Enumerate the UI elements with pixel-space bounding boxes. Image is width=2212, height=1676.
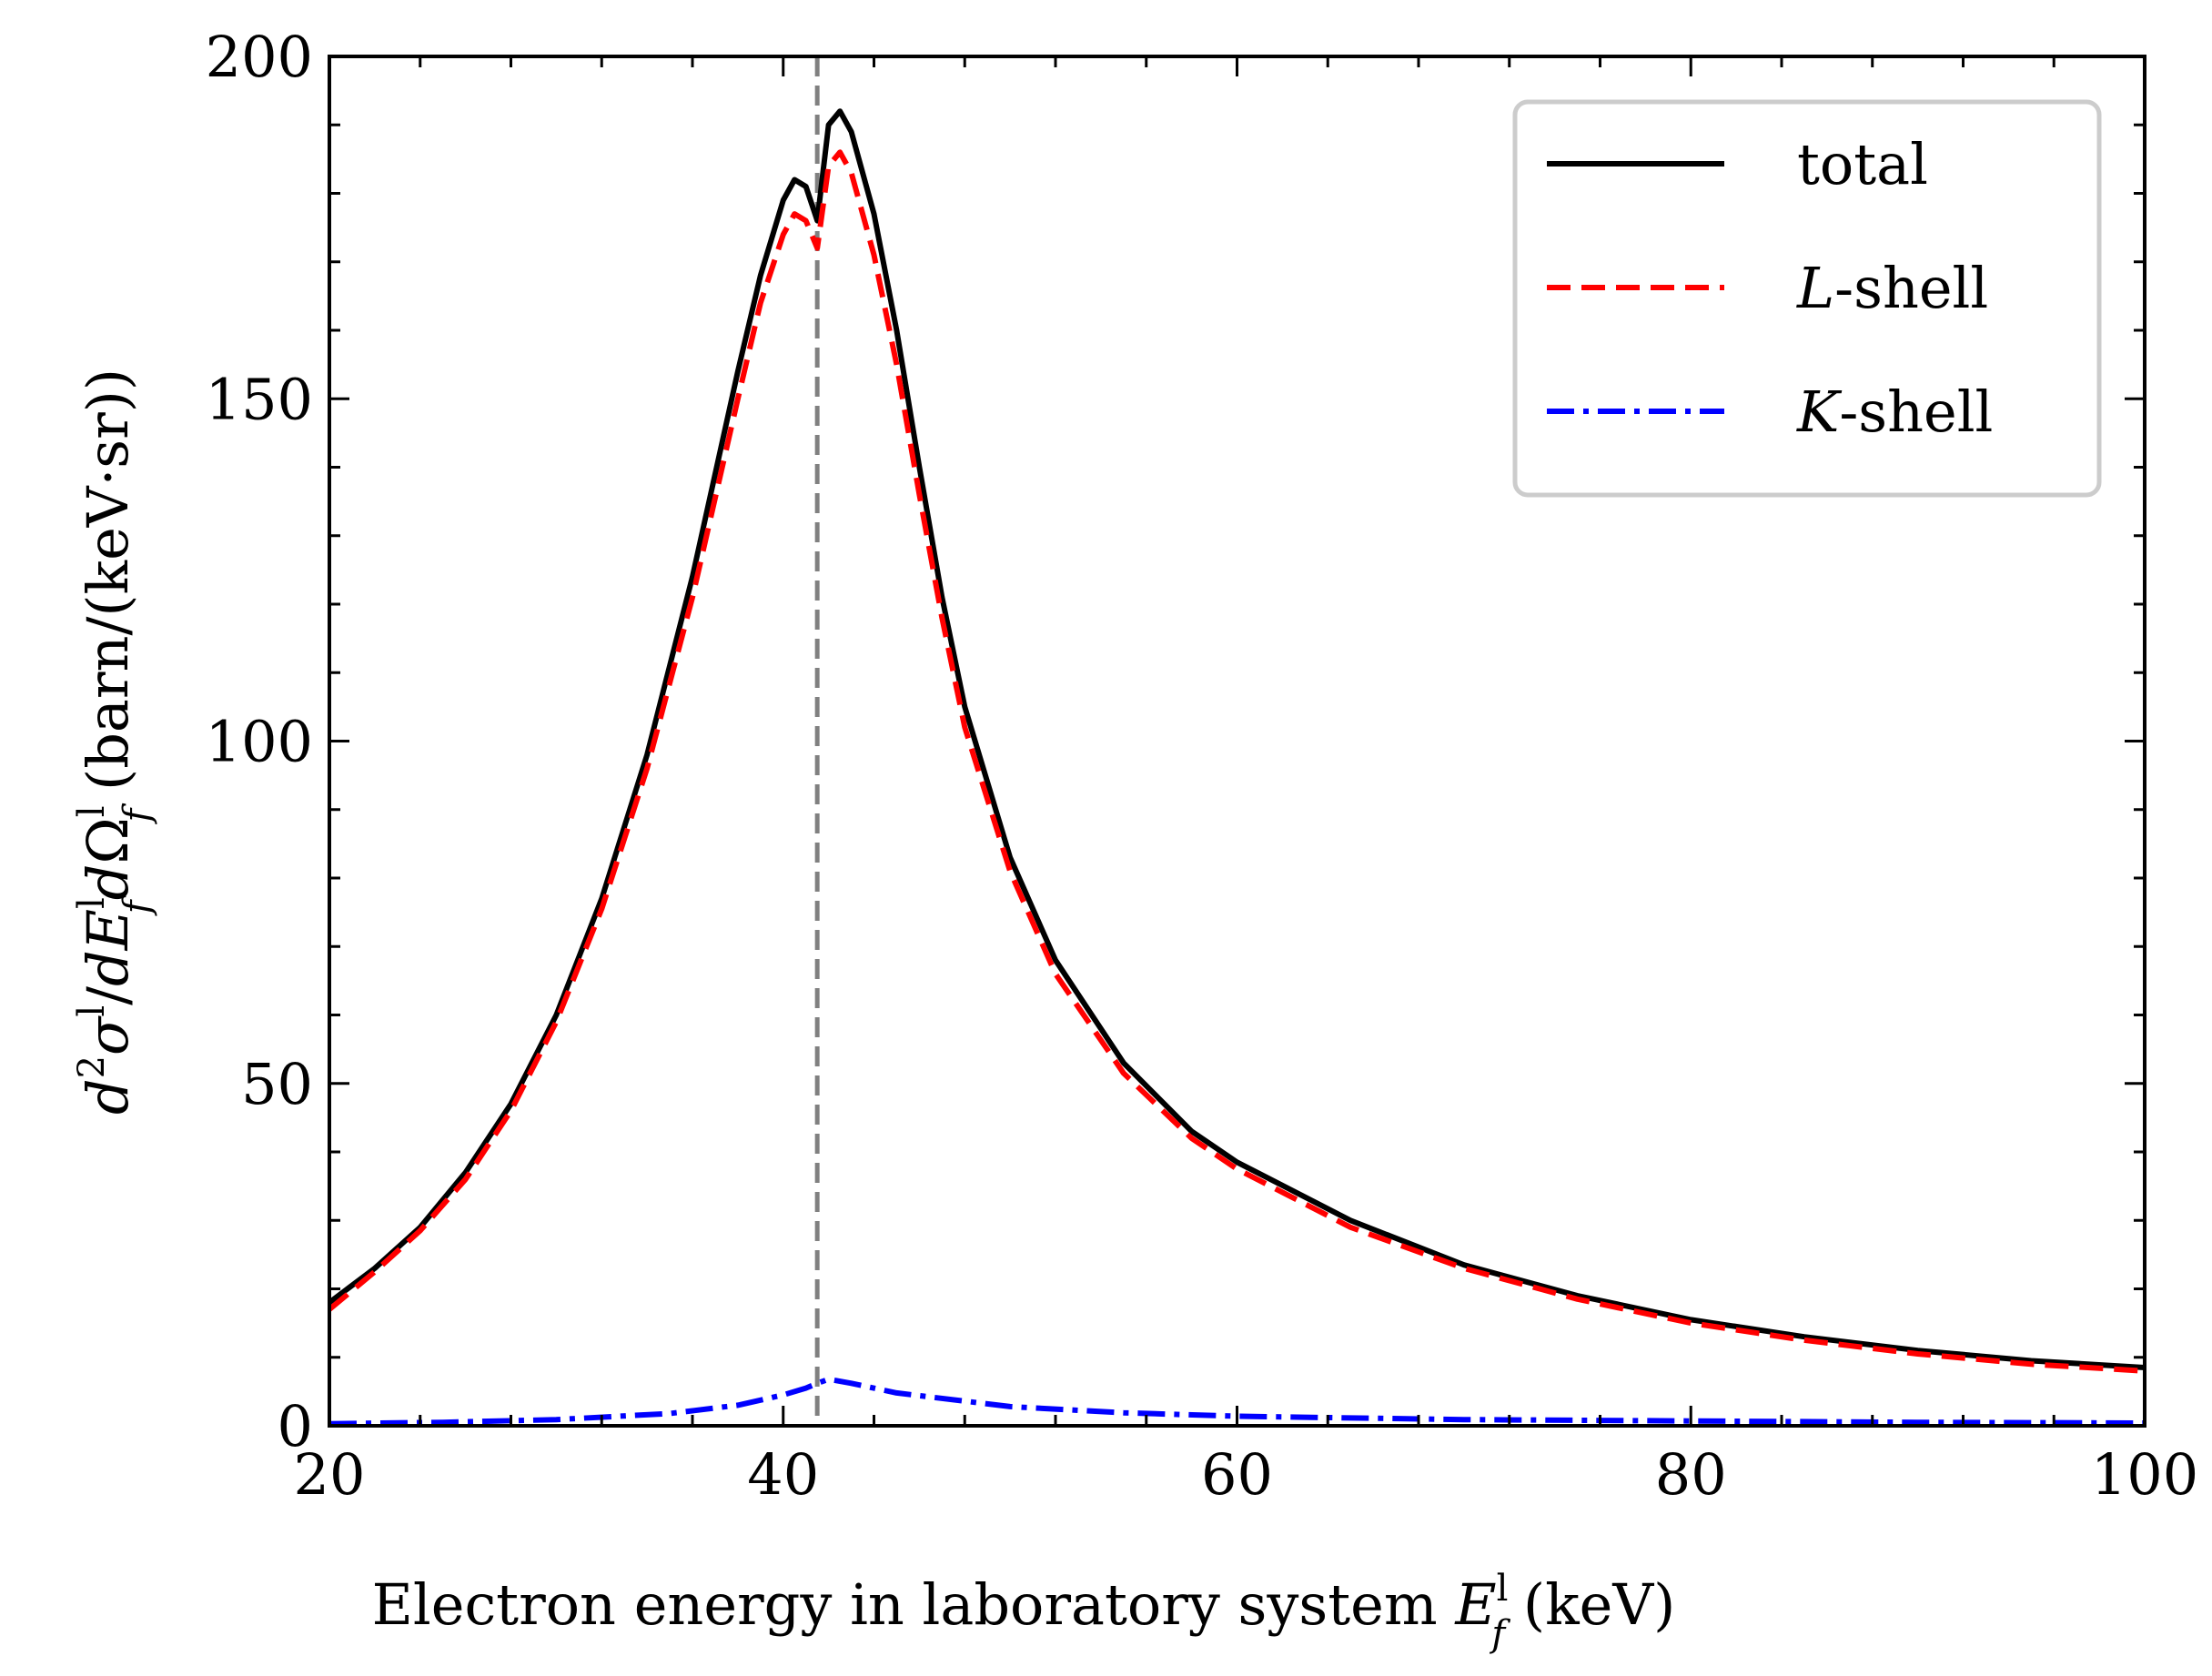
x-axis-label: Electron energy in laboratory system El f… [372,1568,1676,1655]
legend: total L-shell K-shell [1512,99,2102,498]
legend-label-k-shell: K-shell [1796,379,1993,445]
y-tick-label: 50 [241,1051,313,1117]
y-tick-label: 100 [206,709,313,775]
x-tick-label: 100 [2091,1441,2198,1508]
y-tick-label: 0 [278,1393,313,1459]
legend-box [1512,99,2102,498]
legend-label-total: total [1797,131,1928,197]
x-tick-label: 40 [747,1441,819,1508]
series-line-total [329,108,2145,1370]
x-tick-label: 80 [1655,1441,1727,1508]
series-line-l-shell [329,149,2145,1374]
series-line-k-shell [329,1376,2145,1426]
y-axis-label: d2σl/dEl fdΩl f (barn/(keV·sr)) [71,369,158,1115]
y-tick-label: 150 [206,366,313,432]
y-tick-label: 200 [206,24,313,90]
tick-labels: 20 40 60 80 100 0 50 100 150 200 [206,24,2199,1508]
plot-frame [328,55,2146,1428]
plot-area [329,56,2145,1426]
x-tick-label: 20 [294,1441,366,1508]
legend-label-l-shell: L-shell [1796,255,1988,321]
x-tick-label: 60 [1201,1441,1273,1508]
